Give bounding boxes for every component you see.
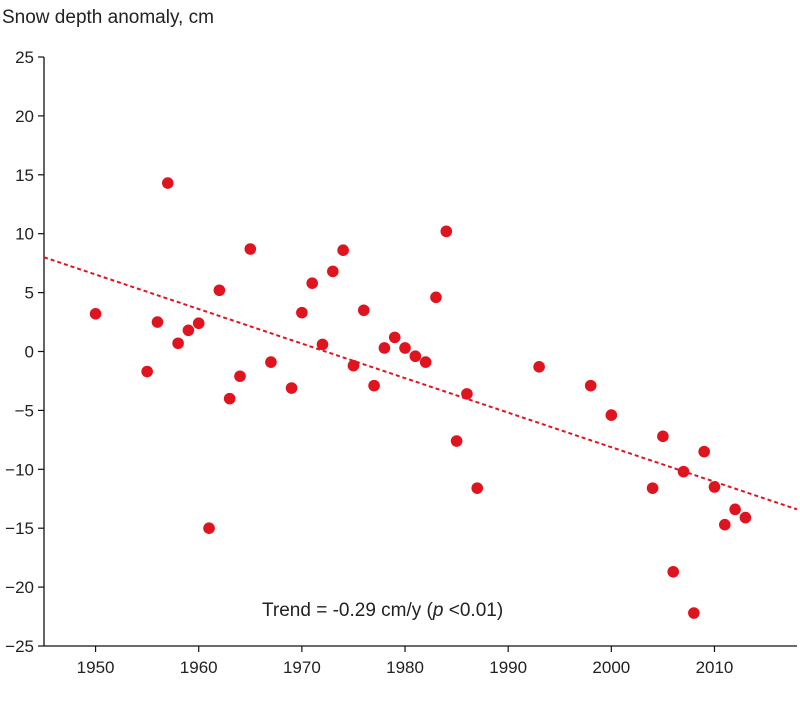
- y-axis-title: Snow depth anomaly, cm: [2, 7, 214, 28]
- x-tick-label: 1970: [283, 658, 321, 677]
- trend-line: [43, 256, 798, 511]
- data-point: [718, 518, 731, 531]
- data-points: [89, 177, 752, 619]
- x-tick-label: 2000: [592, 658, 630, 677]
- data-point: [306, 277, 318, 289]
- data-point: [430, 291, 442, 304]
- data-point: [739, 511, 752, 524]
- data-point: [388, 331, 401, 344]
- y-tick-label: −20: [5, 578, 34, 597]
- data-point: [698, 445, 710, 458]
- data-point: [213, 284, 226, 297]
- data-point: [192, 317, 205, 330]
- data-point: [182, 324, 195, 337]
- y-tick-label: −15: [5, 519, 34, 538]
- data-point: [347, 359, 360, 372]
- data-point: [316, 338, 329, 351]
- y-tick-label: 5: [25, 284, 34, 303]
- data-point: [399, 342, 411, 354]
- data-point: [368, 379, 380, 392]
- data-point: [337, 244, 349, 256]
- x-tick-label: 1950: [77, 658, 115, 677]
- x-tick-label: 1960: [180, 658, 218, 677]
- data-point: [244, 243, 257, 255]
- data-point: [141, 365, 153, 378]
- y-tick-label: 20: [15, 107, 34, 126]
- data-point: [285, 382, 298, 394]
- data-point: [657, 430, 669, 443]
- data-point: [688, 607, 700, 619]
- data-point: [646, 482, 659, 494]
- trend-annotation-p: p: [432, 600, 444, 621]
- x-axis: 1950 1960 1970 1980 1990 2000 2010: [44, 645, 797, 677]
- y-tick-label: 10: [15, 225, 34, 244]
- y-tick-label: 25: [15, 48, 34, 67]
- data-point: [533, 361, 545, 373]
- data-point: [708, 481, 721, 493]
- data-point: [419, 356, 432, 368]
- data-point: [89, 308, 102, 320]
- data-point: [667, 565, 680, 578]
- trend-annotation: Trend = -0.29 cm/y (p <0.01): [262, 600, 503, 621]
- trend-annotation-prefix: Trend = -0.29 cm/y (: [262, 600, 434, 621]
- x-tick-label: 1990: [489, 658, 527, 677]
- data-point: [461, 388, 473, 400]
- x-tick-label: 1980: [386, 658, 424, 677]
- data-point: [584, 379, 597, 392]
- data-point: [172, 337, 184, 350]
- data-point: [409, 350, 422, 363]
- data-point: [450, 435, 463, 447]
- data-point: [161, 177, 174, 189]
- y-tick-label: −5: [15, 401, 34, 420]
- data-point: [471, 482, 484, 494]
- y-axis: 25 20 15 10 5 0 −5 −10 −15 −20 −25: [5, 48, 45, 656]
- data-point: [203, 522, 215, 534]
- data-point: [265, 356, 277, 368]
- data-point: [605, 409, 618, 421]
- data-point: [327, 265, 339, 278]
- y-tick-label: −10: [5, 460, 34, 479]
- data-point: [151, 316, 164, 328]
- trend-annotation-suffix: <0.01): [443, 600, 503, 621]
- x-tick-label: 2010: [696, 658, 734, 677]
- data-point: [223, 392, 236, 405]
- data-point: [378, 342, 391, 354]
- data-point: [296, 306, 308, 319]
- y-tick-label: 0: [25, 343, 34, 362]
- y-tick-label: −25: [5, 637, 34, 656]
- data-point: [440, 225, 453, 238]
- data-point: [729, 503, 741, 516]
- data-point: [677, 465, 690, 478]
- data-point: [357, 304, 370, 317]
- y-tick-label: 15: [15, 166, 34, 185]
- data-point: [234, 370, 246, 383]
